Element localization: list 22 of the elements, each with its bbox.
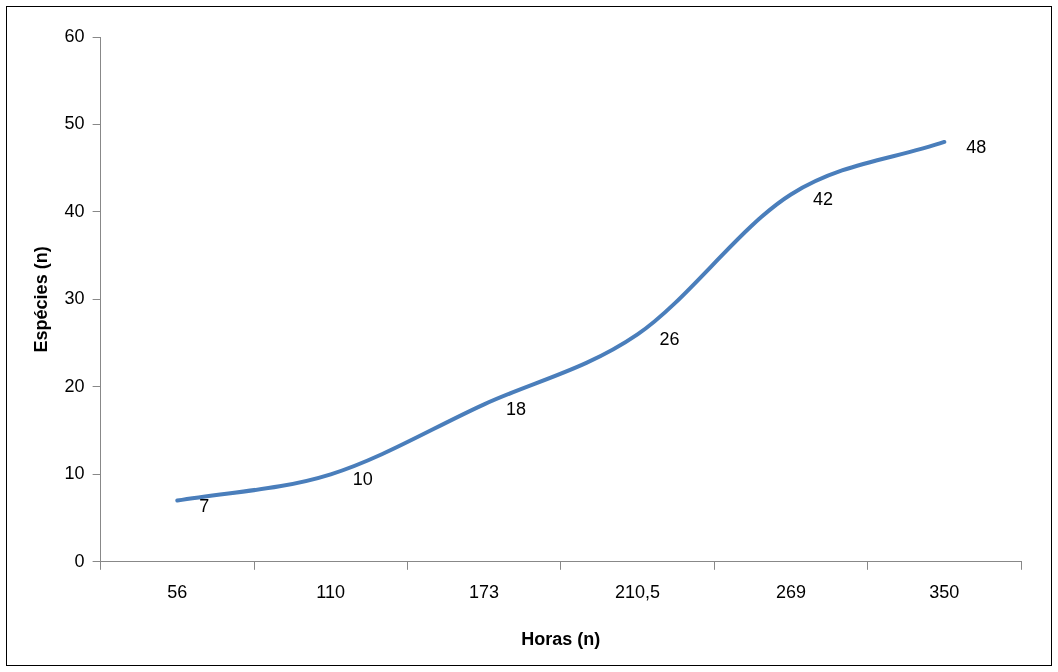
frame: Horas (n) Espécies (n) 56 110 173 210,5 269 350 0 10 20 30 40 50 60 7 10 18 26 42 48 — [6, 6, 1052, 666]
y-tick-label: 20 — [64, 375, 85, 396]
y-axis-title: Espécies (n) — [30, 246, 51, 353]
y-tick-label: 50 — [64, 113, 85, 134]
x-axis-title: Horas (n) — [521, 629, 601, 650]
x-tick-label: 56 — [167, 581, 188, 602]
x-tick-label: 210,5 — [614, 581, 661, 602]
x-tick-label: 173 — [469, 581, 500, 602]
y-tick-label: 60 — [64, 25, 85, 46]
data-label: 7 — [199, 495, 210, 516]
data-label: 26 — [659, 329, 680, 350]
data-label: 42 — [812, 189, 833, 210]
data-label: 48 — [966, 136, 987, 157]
y-tick-label: 0 — [74, 550, 85, 571]
y-tick-label: 10 — [64, 463, 85, 484]
data-label: 18 — [506, 399, 527, 420]
x-tick-label: 269 — [775, 581, 806, 602]
x-tick-label: 350 — [929, 581, 960, 602]
x-tick-label: 110 — [316, 581, 346, 602]
y-tick-label: 30 — [64, 288, 85, 309]
y-tick-label: 40 — [64, 200, 85, 221]
data-label: 10 — [352, 469, 373, 490]
